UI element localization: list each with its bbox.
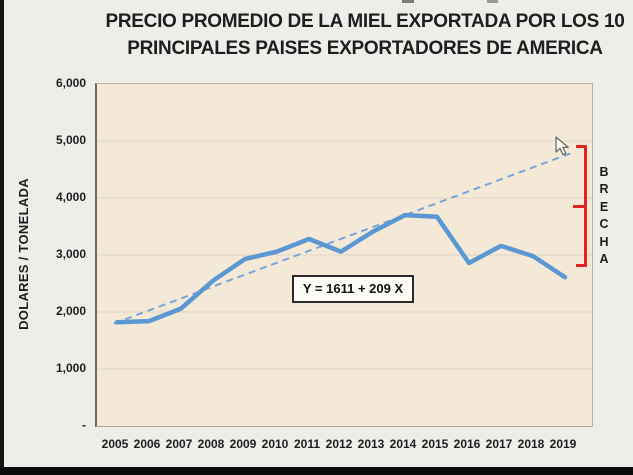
trendline-equation-label: Y = 1611 + 209 X bbox=[292, 275, 414, 303]
plot-area bbox=[95, 83, 593, 427]
gap-bracket-middle-tick bbox=[573, 205, 585, 208]
trendline bbox=[113, 150, 575, 325]
gap-label-letter: B bbox=[599, 165, 609, 179]
y-tick-label: 4,000 bbox=[55, 190, 86, 204]
gap-label-letter: C bbox=[599, 217, 609, 232]
x-tick-label: 2012 bbox=[325, 437, 353, 451]
top-edge-artifact bbox=[487, 0, 498, 3]
mouse-cursor-icon bbox=[555, 136, 569, 156]
y-tick-label: 3,000 bbox=[55, 247, 86, 261]
bottom-edge-artifact bbox=[0, 467, 633, 475]
gap-bracket-bottom-tick bbox=[576, 264, 585, 267]
x-tick-label: 2005 bbox=[101, 437, 129, 451]
x-tick-label: 2013 bbox=[357, 437, 385, 451]
x-tick-label: 2008 bbox=[197, 437, 225, 451]
gap-bracket-vertical bbox=[584, 145, 587, 267]
y-tick-label: 2,000 bbox=[55, 304, 86, 318]
chart-title: PRECIO PROMEDIO DE LA MIEL EXPORTADA POR… bbox=[95, 8, 633, 62]
x-tick-label: 2014 bbox=[389, 437, 417, 451]
x-tick-label: 2016 bbox=[453, 437, 481, 451]
x-tick-label: 2019 bbox=[549, 437, 577, 451]
left-edge-artifact bbox=[0, 0, 4, 475]
y-tick-label: 1,000 bbox=[55, 361, 86, 375]
chart-title-line1: PRECIO PROMEDIO DE LA MIEL EXPORTADA POR… bbox=[105, 11, 625, 32]
chart-title-line2: PRINCIPALES PAISES EXPORTADORES DE AMERI… bbox=[127, 38, 603, 59]
x-tick-label: 2007 bbox=[165, 437, 193, 451]
gap-label-letter: A bbox=[599, 251, 609, 266]
y-tick-label: 5,000 bbox=[55, 133, 86, 147]
gap-label-letter: R bbox=[599, 182, 609, 197]
gap-bracket-top-tick bbox=[576, 145, 585, 148]
x-tick-label: 2010 bbox=[261, 437, 289, 451]
x-tick-label: 2006 bbox=[133, 437, 161, 451]
chart-canvas bbox=[97, 140, 592, 370]
x-tick-label: 2009 bbox=[229, 437, 257, 451]
top-edge-artifact bbox=[402, 0, 414, 3]
x-tick-label: 2018 bbox=[517, 437, 545, 451]
x-tick-label: 2011 bbox=[293, 437, 321, 451]
gap-label-letter: H bbox=[599, 234, 609, 249]
x-tick-label: 2017 bbox=[485, 437, 513, 451]
y-tick-label: 6,000 bbox=[55, 76, 86, 90]
y-tick-label: - bbox=[82, 418, 86, 432]
data-line-precio-promedio bbox=[114, 212, 568, 325]
gap-label-letter: E bbox=[599, 199, 609, 214]
x-tick-label: 2015 bbox=[421, 437, 449, 451]
